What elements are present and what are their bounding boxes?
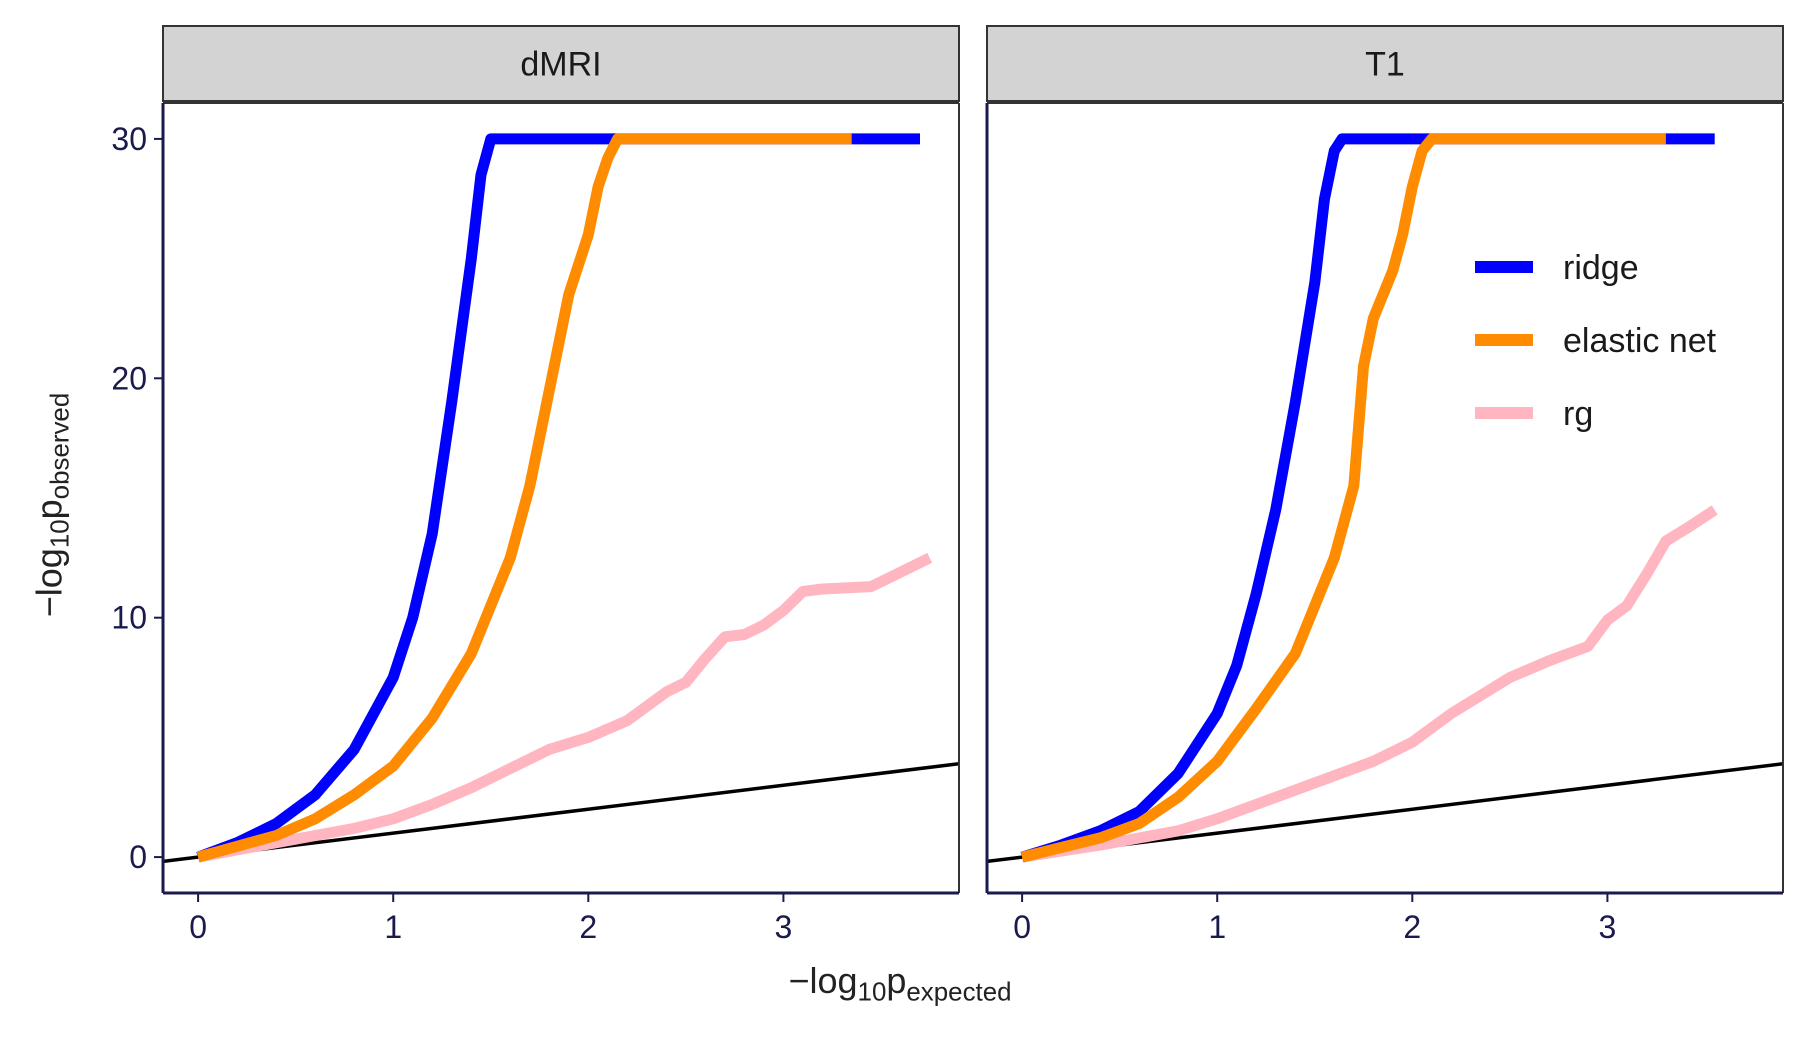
series-line-ridge	[196, 133, 920, 863]
panel-strip	[986, 25, 1784, 102]
panel-strip	[162, 25, 960, 102]
plot-area	[163, 133, 959, 864]
legend-label: ridge	[1563, 249, 1639, 287]
series-line-rg	[197, 552, 933, 863]
x-tick-label: 0	[189, 909, 207, 945]
y-axis-title: −log10pobserved	[28, 392, 75, 618]
series-line-rg	[1021, 505, 1718, 863]
legend-label: rg	[1563, 395, 1593, 433]
reference-line	[163, 761, 959, 864]
panel-title: dMRI	[520, 46, 601, 84]
x-tick-label: 1	[1208, 909, 1226, 945]
x-tick-label: 2	[1403, 909, 1421, 945]
legend-label: elastic net	[1563, 322, 1717, 360]
x-tick-label: 2	[579, 909, 597, 945]
y-tick-label: 30	[111, 121, 147, 157]
x-tick-label: 1	[384, 909, 402, 945]
series-line-elastic-net	[1020, 133, 1666, 863]
x-tick-label: 3	[1599, 909, 1617, 945]
series-line-ridge	[1020, 133, 1715, 863]
x-tick-label: 3	[775, 909, 793, 945]
plot-area	[987, 133, 1783, 864]
legend-item-rg: rg	[1475, 395, 1593, 433]
x-axis-title: −log10pexpected	[788, 960, 1012, 1007]
x-tick-label: 0	[1013, 909, 1031, 945]
panel-t1: T1 0 1 2 3	[985, 25, 1784, 945]
legend-item-elastic-net: elastic net	[1475, 322, 1717, 360]
panel-title: T1	[1365, 46, 1405, 84]
y-tick-label: 0	[129, 839, 147, 875]
series-line-elastic-net	[196, 133, 852, 863]
y-tick-label: 20	[111, 360, 147, 396]
y-tick-label: 10	[111, 600, 147, 636]
legend-item-ridge: ridge	[1475, 249, 1639, 287]
legend: ridge elastic net rg	[1475, 249, 1717, 433]
